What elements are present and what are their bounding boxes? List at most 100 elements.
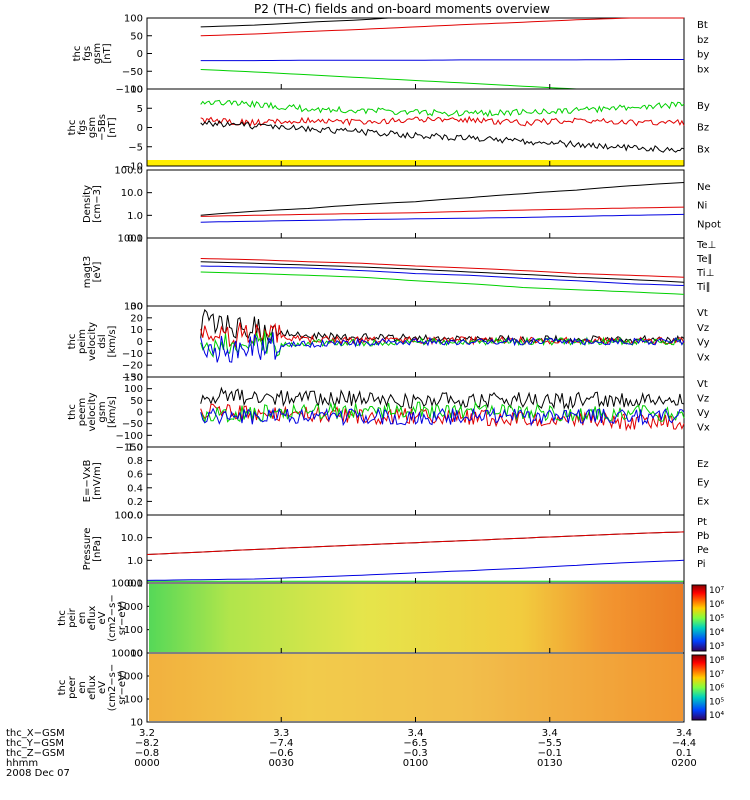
legend-Ni: Ni bbox=[697, 201, 707, 212]
series-line-bx bbox=[200, 59, 684, 62]
panel-frame bbox=[146, 446, 685, 516]
series-line-Bz bbox=[200, 115, 685, 127]
y-tick-label: −30 bbox=[122, 373, 143, 384]
panels-group: 100500−50−100thcfgsgsm[nT]Btbzbybx1050−5… bbox=[57, 14, 724, 729]
y-tick-label: 0.0 bbox=[127, 511, 143, 522]
x-row-value: 3.4 bbox=[542, 728, 558, 739]
colorbar-tick: 10⁸ bbox=[709, 656, 724, 666]
y-tick-label: 10 bbox=[130, 718, 143, 729]
panel-frame bbox=[146, 17, 685, 90]
legend-Ne: Ne bbox=[697, 182, 711, 193]
y-tick-label: 0.4 bbox=[127, 483, 143, 494]
y-tick-label: 30 bbox=[130, 302, 143, 313]
legend-Pb: Pb bbox=[697, 531, 709, 542]
y-tick-label: 10 bbox=[130, 649, 143, 660]
series-line-Pi bbox=[146, 559, 685, 581]
y-tick-label: 0.6 bbox=[127, 470, 143, 481]
plot-title: P2 (TH-C) fields and on-board moments ov… bbox=[254, 2, 550, 16]
x-row-value: 0100 bbox=[403, 758, 428, 769]
y-tick-label: 100.0 bbox=[114, 166, 143, 177]
x-row-value: −6.5 bbox=[403, 738, 427, 749]
y-tick-label: 0.1 bbox=[127, 579, 143, 590]
colorbar-tick: 10⁴ bbox=[709, 628, 724, 638]
y-tick-label: 50 bbox=[130, 396, 143, 407]
colorbar bbox=[691, 654, 707, 721]
legend-Vt: Vt bbox=[697, 379, 708, 390]
y-axis-label: thcpeerenefluxeV(cm2−s−sr−eV) bbox=[57, 664, 128, 711]
x-row-value: −0.1 bbox=[538, 748, 562, 759]
legend-bz: bz bbox=[697, 35, 709, 46]
y-tick-label: 100.0 bbox=[114, 511, 143, 522]
series-line-Pb bbox=[146, 531, 685, 555]
legend-Vz: Vz bbox=[697, 323, 709, 334]
y-axis-label: E=−VxB[mV/m] bbox=[82, 460, 103, 503]
legend-Ti∥: Ti∥ bbox=[696, 282, 711, 293]
series-line-Vy bbox=[200, 330, 685, 358]
y-axis-label: magt3[eV] bbox=[82, 256, 103, 289]
x-row-value: 3.4 bbox=[676, 728, 692, 739]
series-line-Npot bbox=[200, 213, 685, 223]
x-row-value: 0.1 bbox=[676, 748, 692, 759]
y-tick-label: 1.0 bbox=[127, 211, 143, 222]
series-line-Te∥ bbox=[200, 261, 685, 283]
spectrogram-overlay bbox=[149, 654, 683, 721]
y-tick-label: −50 bbox=[122, 419, 143, 430]
legend-Pi: Pi bbox=[697, 559, 706, 570]
y-tick-label: 0.8 bbox=[127, 456, 143, 467]
colorbar bbox=[691, 584, 707, 652]
x-axis-footer: thc_X−GSM 3.2 3.3 3.4 3.4 3.4 thc_Y−GSM −8.2 −7.… bbox=[6, 728, 697, 779]
series-line-Bx bbox=[200, 119, 685, 153]
y-tick-label: −100 bbox=[116, 85, 143, 96]
series-line-by bbox=[200, 69, 684, 90]
legend-Vz: Vz bbox=[697, 394, 709, 405]
legend-by: by bbox=[697, 50, 709, 61]
x-row-value: −5.5 bbox=[538, 738, 562, 749]
legend-Te∥: Te∥ bbox=[696, 254, 713, 265]
y-axis-label: thcfgsgsm−5Bs[nT] bbox=[67, 114, 118, 141]
y-tick-label: 0 bbox=[137, 49, 143, 60]
y-tick-label: 0.2 bbox=[127, 497, 143, 508]
y-tick-label: 1.0 bbox=[127, 556, 143, 567]
spectrogram bbox=[149, 584, 683, 652]
legend-Bz: Bz bbox=[697, 123, 709, 134]
x-row-value: 3.2 bbox=[139, 728, 155, 739]
series-line-Ti⊥ bbox=[200, 265, 685, 286]
series-line-Te⊥ bbox=[200, 258, 685, 278]
y-axis-label: thcpeemvelocitygsm[km/s] bbox=[67, 392, 118, 431]
legend-Ey: Ey bbox=[697, 478, 709, 489]
y-tick-label: −10 bbox=[122, 349, 143, 360]
y-tick-label: 10 bbox=[130, 325, 143, 336]
y-axis-label: thcfgsgsm[nT] bbox=[72, 43, 113, 64]
panel-frame bbox=[146, 237, 685, 307]
x-row-value: 0030 bbox=[269, 758, 294, 769]
legend-Pt: Pt bbox=[697, 517, 707, 528]
legend-Vt: Vt bbox=[697, 308, 708, 319]
legend-Bt: Bt bbox=[697, 20, 708, 31]
y-tick-label: 10 bbox=[130, 85, 143, 96]
x-row-value: 0130 bbox=[537, 758, 562, 769]
x-row-label: thc_X−GSM bbox=[6, 728, 65, 739]
x-row-value: 0000 bbox=[134, 758, 159, 769]
y-tick-label: 1000 bbox=[118, 602, 143, 613]
y-tick-label: 0 bbox=[137, 408, 143, 419]
x-row-label: thc_Y−GSM bbox=[6, 738, 64, 749]
series-line-Bt bbox=[200, 17, 684, 28]
y-tick-label: 0.1 bbox=[127, 234, 143, 245]
y-tick-label: 100 bbox=[124, 14, 143, 25]
y-tick-label: 10.0 bbox=[121, 188, 143, 199]
legend-Bx: Bx bbox=[697, 144, 710, 155]
legend-bx: bx bbox=[697, 64, 709, 75]
y-tick-label: 100 bbox=[124, 695, 143, 706]
y-tick-label: 50 bbox=[130, 31, 143, 42]
x-row-value: −0.8 bbox=[135, 748, 159, 759]
y-tick-label: −50 bbox=[122, 67, 143, 78]
legend-Vy: Vy bbox=[697, 338, 710, 349]
colorbar-tick: 10⁴ bbox=[709, 711, 724, 721]
legend-Te⊥: Te⊥ bbox=[696, 240, 716, 251]
series-line-Ti∥ bbox=[200, 271, 685, 295]
colorbar-tick: 10⁵ bbox=[709, 614, 724, 624]
y-tick-label: 100 bbox=[124, 625, 143, 636]
x-row-value: −4.4 bbox=[672, 738, 696, 749]
colorbar-tick: 10³ bbox=[709, 642, 724, 652]
x-row-value: −0.6 bbox=[269, 748, 293, 759]
